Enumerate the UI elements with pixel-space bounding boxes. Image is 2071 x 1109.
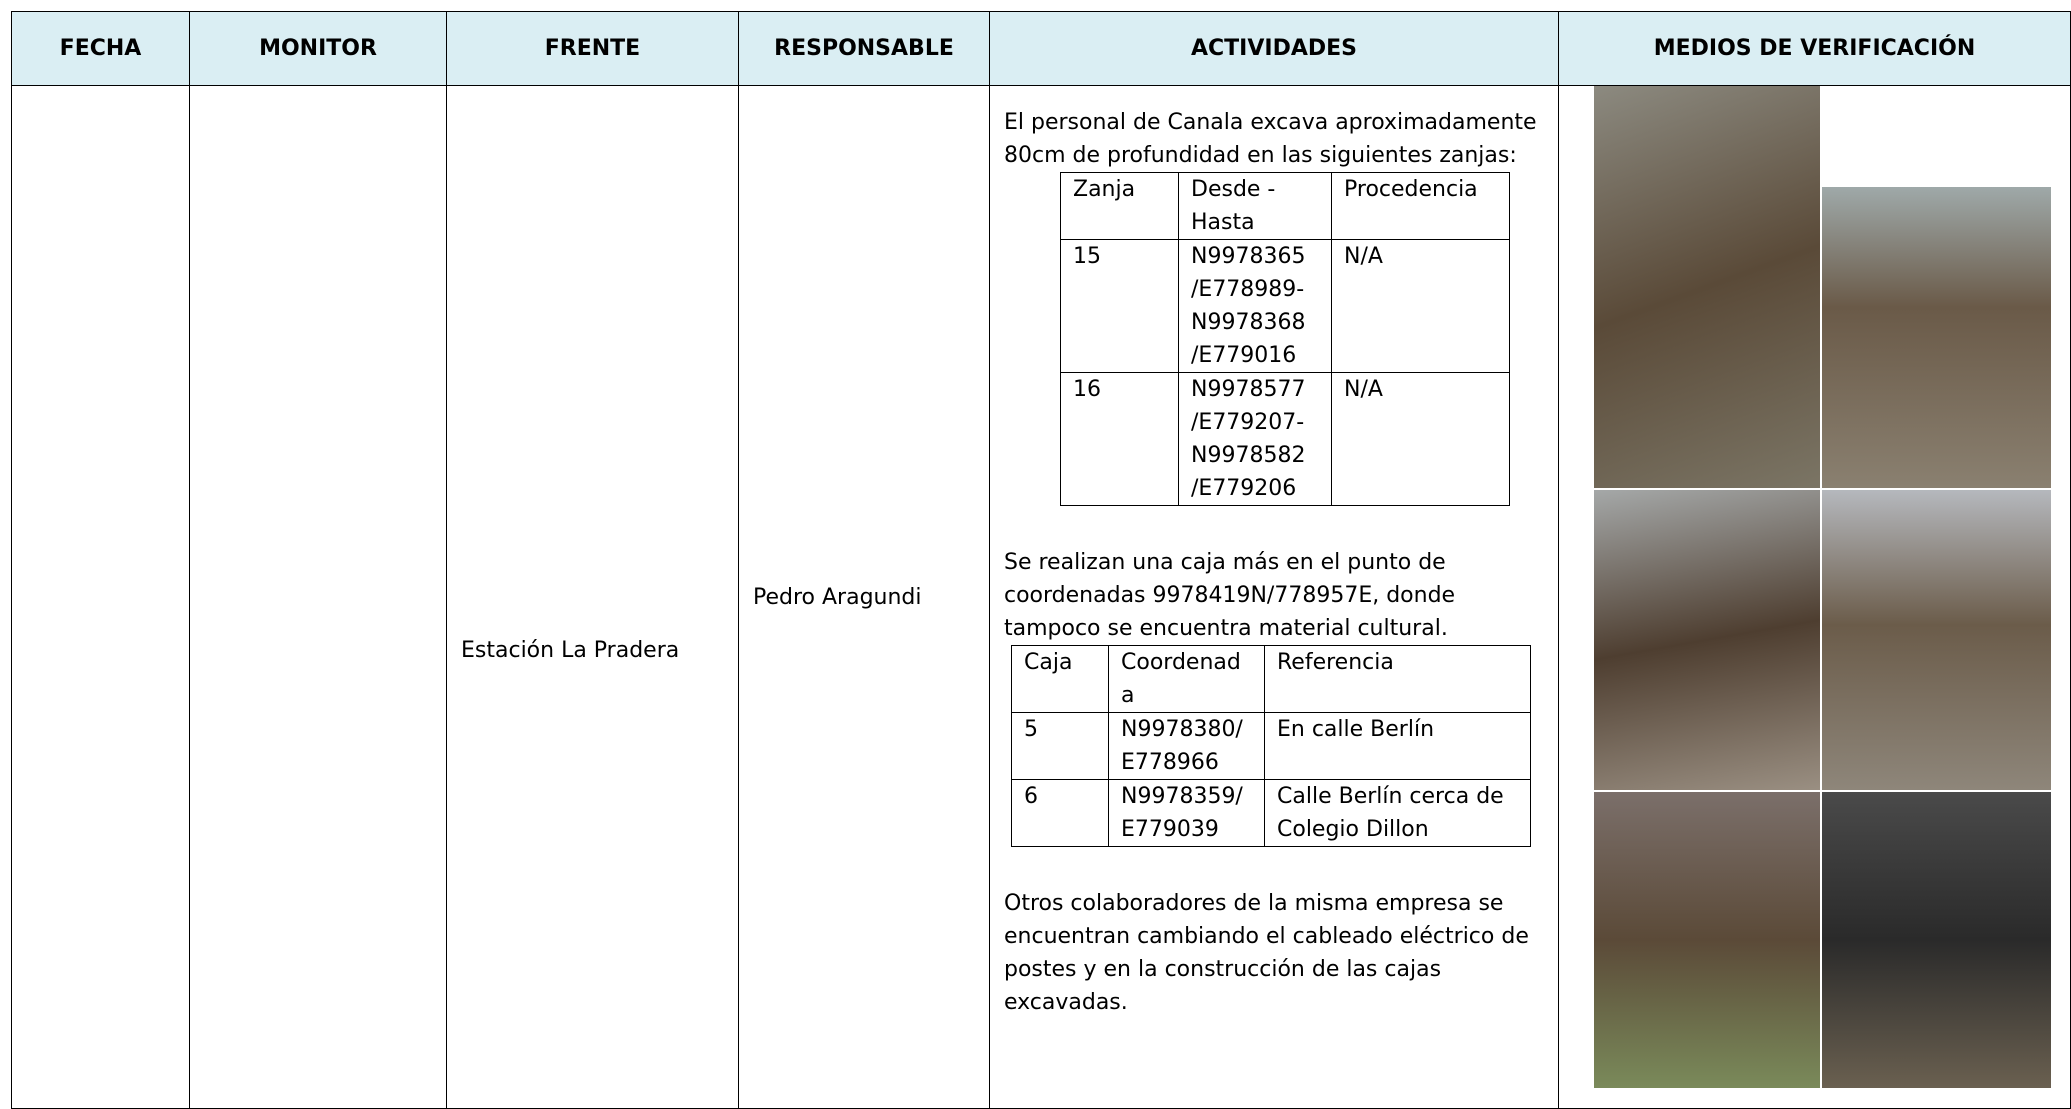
cell: 6 <box>1011 779 1109 847</box>
responsable-text: Pedro Aragundi <box>753 584 922 610</box>
cell: 5 <box>1011 712 1109 780</box>
header: MEDIOS DE VERIFICACIÓN <box>1558 11 2071 86</box>
cell: Desde - Hasta <box>1178 172 1332 240</box>
photo <box>1822 187 2051 488</box>
cell: Coordenada <box>1108 645 1265 713</box>
responsable: Pedro Aragundi <box>738 85 990 1109</box>
frente: Estación La Pradera <box>446 85 739 1109</box>
cell: N9978359/ E779039 <box>1108 779 1265 847</box>
cell: Referencia <box>1264 645 1531 713</box>
header: MONITOR <box>189 11 447 86</box>
cell: N9978380/ E778966 <box>1108 712 1265 780</box>
cell: Zanja <box>1060 172 1179 240</box>
cell: N/A <box>1331 239 1510 373</box>
photo <box>1822 490 2051 790</box>
header: FECHA <box>11 11 190 86</box>
paragraph: Se realizan una caja más en el punto de … <box>1004 550 1456 641</box>
photos <box>1558 85 2071 1109</box>
activities: El personal de Canala excava aproximadam… <box>989 85 1559 1109</box>
cell <box>189 85 447 1109</box>
cell: Procedencia <box>1331 172 1510 240</box>
cell: 15 <box>1060 239 1179 373</box>
header: RESPONSABLE <box>738 11 990 86</box>
cell: N9978365 /E778989- N9978368 /E779016 <box>1178 239 1332 373</box>
cell: N9978577 /E779207- N9978582 /E779206 <box>1178 372 1332 506</box>
cell: N/A <box>1331 372 1510 506</box>
cell: 16 <box>1060 372 1179 506</box>
frente-text: Estación La Pradera <box>461 637 680 663</box>
photo <box>1594 792 1820 1088</box>
photo <box>1822 792 2051 1088</box>
photo <box>1594 490 1820 790</box>
cell: En calle Berlín <box>1264 712 1531 780</box>
cell <box>11 85 190 1109</box>
paragraph: El personal de Canala excava aproximadam… <box>1004 110 1537 168</box>
photo <box>1594 86 1820 488</box>
page: FECHA MONITOR FRENTE RESPONSABLE ACTIVID… <box>11 11 2071 1109</box>
paragraph: Otros colaboradores de la misma empresa … <box>1004 891 1529 1015</box>
header: ACTIVIDADES <box>989 11 1559 86</box>
cell: Caja <box>1011 645 1109 713</box>
cell: Calle Berlín cerca de Colegio Dillon <box>1264 779 1531 847</box>
zanjas-table: Zanja Desde - Hasta Procedencia 15 N9978365… <box>1060 172 1510 506</box>
report-table: FECHA MONITOR FRENTE RESPONSABLE ACTIVID… <box>11 11 2071 1109</box>
header: FRENTE <box>446 11 739 86</box>
cajas-table: Caja Coordenada Referencia 5 N9978380/ E778… <box>1011 645 1531 847</box>
